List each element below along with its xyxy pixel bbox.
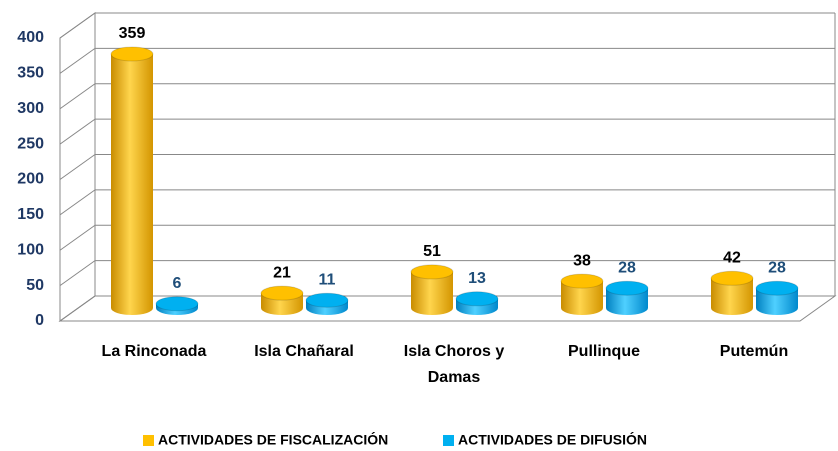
x-tick-label: Isla Choros y Damas (403, 343, 505, 386)
grid-line (59, 224, 96, 251)
x-tick-label: Putemún (719, 343, 789, 360)
grid-line (59, 260, 96, 287)
x-tick-label: La Rinconada (101, 343, 207, 360)
value-label: 38 (573, 252, 591, 269)
bar (111, 54, 153, 308)
x-tick-label: Pullinque (568, 343, 640, 360)
bar-top (710, 270, 754, 286)
legend-label: ACTIVIDADES DE DIFUSIÓN (458, 431, 647, 448)
y-tick-label: 200 (17, 171, 44, 188)
value-label: 21 (273, 264, 291, 281)
y-tick-label: 50 (26, 277, 44, 294)
y-tick-label: 150 (17, 206, 44, 223)
bar-top (305, 292, 349, 308)
y-tick-label: 100 (17, 241, 44, 258)
bar-top (260, 285, 304, 301)
legend-swatch (443, 435, 454, 446)
grid-line (59, 118, 96, 145)
y-tick-label: 350 (17, 65, 44, 82)
value-label: 359 (119, 25, 146, 42)
value-label: 13 (468, 270, 486, 287)
y-tick-label: 0 (35, 312, 44, 329)
value-label: 51 (423, 243, 441, 260)
grid-line (59, 47, 96, 74)
grid-line (59, 83, 96, 110)
value-label: 42 (723, 250, 741, 267)
bar-top (455, 291, 499, 307)
bar-top (410, 264, 454, 280)
grid-line (59, 12, 96, 39)
legend-label: ACTIVIDADES DE FISCALIZACIÓN (158, 431, 388, 448)
x-tick-label: Isla Chañaral (254, 343, 354, 360)
y-tick-label: 400 (17, 29, 44, 46)
y-tick-label: 300 (17, 100, 44, 117)
value-label: 28 (618, 259, 636, 276)
grid-line (59, 189, 96, 216)
bar-top (110, 46, 154, 62)
bar-top (155, 296, 199, 312)
grid-line (59, 154, 96, 180)
bar-top (755, 280, 799, 296)
value-label: 28 (768, 259, 786, 276)
grid-line (59, 295, 96, 322)
value-label: 11 (319, 271, 336, 288)
legend-swatch (143, 435, 154, 446)
bar-top (605, 280, 649, 296)
value-label: 6 (173, 275, 182, 292)
y-tick-label: 250 (17, 135, 44, 152)
bar-top (560, 273, 604, 289)
